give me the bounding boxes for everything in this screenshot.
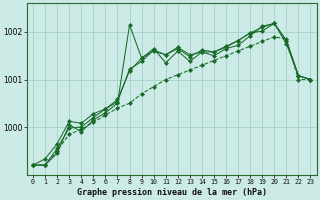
- X-axis label: Graphe pression niveau de la mer (hPa): Graphe pression niveau de la mer (hPa): [77, 188, 267, 197]
